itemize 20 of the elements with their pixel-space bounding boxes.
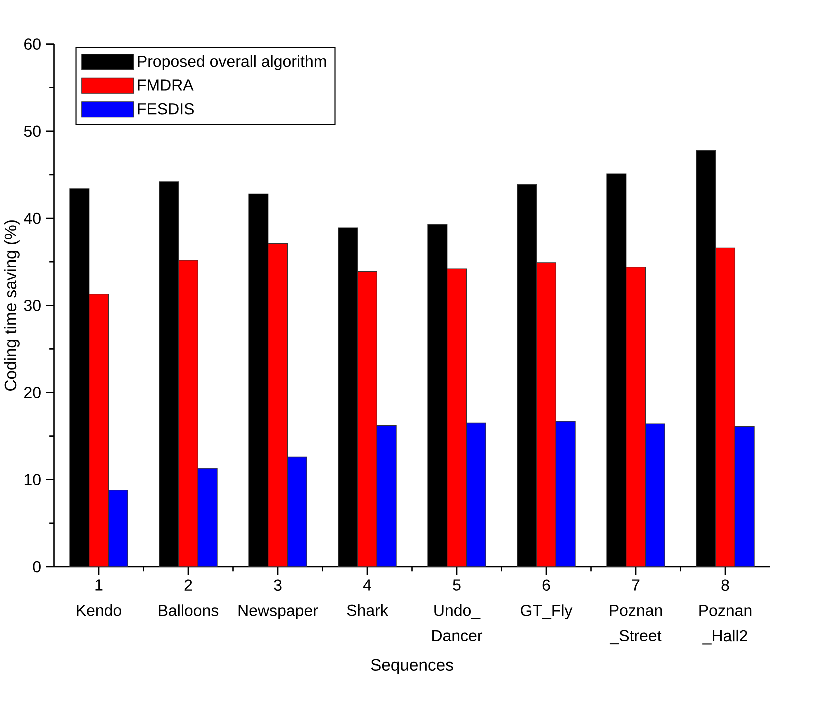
y-tick-label: 40: [24, 212, 41, 224]
y-tick-label: 30: [24, 300, 41, 312]
x-axis-title: Sequences: [371, 659, 454, 674]
x-tick-label: 1 Kendo: [77, 580, 122, 616]
x-tick-label: 2 Balloons: [159, 580, 219, 616]
y-tick-label: 50: [24, 126, 41, 138]
x-tick-label: 6 GT_Fly: [521, 580, 573, 620]
x-tick-label: 8 Poznan _Hall2: [700, 580, 752, 645]
y-tick-label: 20: [24, 387, 41, 398]
x-tick-label: 4 Shark: [347, 580, 388, 616]
x-tick-label: 5 Undo_ Dancer: [432, 580, 483, 642]
y-tick-label: 10: [24, 474, 41, 486]
x-tick-label: 7 Poznan _Street: [610, 580, 662, 645]
legend-label: Proposed overall algorithm: [138, 56, 326, 70]
legend-label: FESDIS: [138, 103, 194, 115]
y-tick-label: 60: [24, 38, 41, 50]
legend-label: FMDRA: [138, 80, 194, 91]
y-axis-title: Coding time saving (%): [4, 220, 20, 391]
x-tick-label: 3 Newspaper: [238, 580, 318, 620]
y-tick-label: 0: [33, 561, 41, 573]
